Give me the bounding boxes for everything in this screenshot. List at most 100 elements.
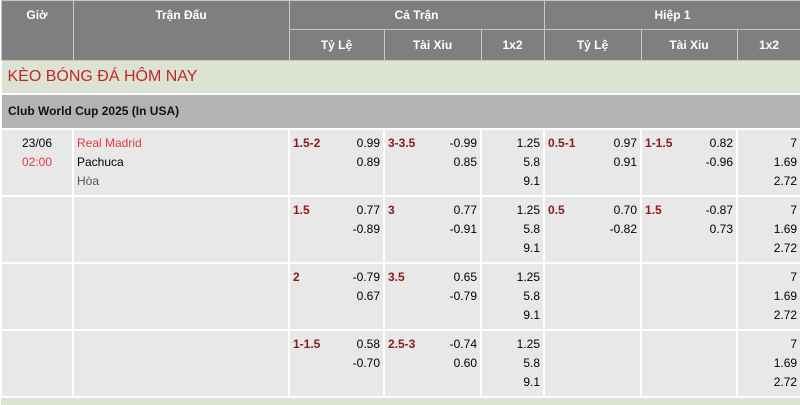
odds-1x2[interactable]: 7 <box>790 135 798 150</box>
h1-over-under-cell: 1-1.5 0.82 -0.96 <box>640 127 739 197</box>
handicap-line: 3-3.5 <box>388 135 416 150</box>
odds-1x2[interactable]: 5.8 <box>523 221 541 236</box>
odds-value[interactable]: 0.89 <box>356 154 380 169</box>
odds-value[interactable]: -0.70 <box>352 355 380 370</box>
h1-1x2-cell: 7 1.69 2.72 <box>736 328 800 398</box>
header-h1-over-under: Tài Xiu <box>640 29 738 61</box>
h1-handicap-cell <box>543 261 643 331</box>
odds-value[interactable]: 0.70 <box>613 202 638 217</box>
odds-1x2[interactable]: 1.69 <box>773 288 798 303</box>
ft-1x2-cell: 1.25 5.8 9.1 <box>479 328 546 398</box>
handicap-line: 1-1.5 <box>293 336 321 351</box>
header-ft-over-under: Tài Xiu <box>383 29 482 61</box>
odds-1x2[interactable]: 1.69 <box>773 154 798 169</box>
handicap-line: 2.5-3 <box>388 336 416 351</box>
odds-value[interactable]: -0.99 <box>449 135 477 150</box>
odds-value[interactable]: -0.79 <box>449 288 477 303</box>
ft-1x2-cell: 1.25 5.8 9.1 <box>479 194 546 264</box>
odds-row: 2 -0.79 0.67 3.5 0.65 -0.79 1.25 5.8 9.1 7 1.69… <box>0 261 800 331</box>
odds-value[interactable]: 0.77 <box>453 202 477 217</box>
odds-value[interactable]: 0.73 <box>709 221 734 236</box>
section-title: KÈO BÓNG ĐÁ HÔM NAY <box>0 60 800 94</box>
odds-1x2[interactable]: 9.1 <box>523 173 541 188</box>
odds-value[interactable]: 0.58 <box>356 336 380 351</box>
odds-1x2[interactable]: 5.8 <box>523 154 541 169</box>
header-ft-1x2: 1x2 <box>480 29 545 61</box>
odds-value[interactable]: 0.91 <box>613 154 638 169</box>
odds-1x2[interactable]: 2.72 <box>773 173 798 188</box>
match-time: 02:00 <box>21 154 53 169</box>
ft-1x2-cell: 1.25 5.8 9.1 <box>479 127 546 197</box>
ft-handicap-cell: 2 -0.79 0.67 <box>288 261 385 331</box>
home-team[interactable]: Real Madrid <box>77 135 142 150</box>
time-cell <box>0 194 74 264</box>
odds-value[interactable]: 0.60 <box>453 355 477 370</box>
odds-1x2[interactable]: 1.25 <box>516 135 541 150</box>
handicap-line: 3.5 <box>388 269 405 284</box>
odds-1x2[interactable]: 2.72 <box>773 307 798 322</box>
handicap-line: 1-1.5 <box>645 135 673 150</box>
match-cell: Real Madrid Pachuca Hòa <box>72 127 290 197</box>
odds-1x2[interactable]: 2.72 <box>773 240 798 255</box>
league-name[interactable]: Club World Cup 2025 (In USA) <box>0 92 800 130</box>
header-h1-handicap: Tỷ Lệ <box>543 29 642 61</box>
header-full-match: Cả Trận <box>288 0 545 30</box>
odds-value[interactable]: 0.77 <box>356 202 380 217</box>
ft-over-under-cell: 3 0.77 -0.91 <box>383 194 482 264</box>
odds-1x2[interactable]: 1.25 <box>516 202 541 217</box>
odds-1x2[interactable]: 1.69 <box>773 355 798 370</box>
odds-value[interactable]: 0.97 <box>613 135 638 150</box>
ft-over-under-cell: 3-3.5 -0.99 0.85 <box>383 127 482 197</box>
h1-1x2-cell: 7 1.69 2.72 <box>736 127 800 197</box>
odds-1x2[interactable]: 7 <box>790 202 798 217</box>
handicap-line: 3 <box>388 202 395 217</box>
odds-1x2[interactable]: 9.1 <box>523 374 541 389</box>
odds-value[interactable]: -0.87 <box>705 202 734 217</box>
time-cell <box>0 328 74 398</box>
handicap-line: 1.5-2 <box>293 135 321 150</box>
odds-value[interactable]: -0.79 <box>352 269 380 284</box>
header-match: Trận Đấu <box>72 0 290 61</box>
odds-1x2[interactable]: 5.8 <box>523 288 541 303</box>
odds-1x2[interactable]: 1.25 <box>516 336 541 351</box>
odds-value[interactable]: -0.82 <box>609 221 638 236</box>
match-cell <box>72 194 290 264</box>
odds-1x2[interactable]: 7 <box>790 336 798 351</box>
odds-value[interactable]: 0.67 <box>356 288 380 303</box>
h1-1x2-cell: 7 1.69 2.72 <box>736 261 800 331</box>
odds-value[interactable]: -0.74 <box>449 336 477 351</box>
odds-1x2[interactable]: 5.8 <box>523 355 541 370</box>
odds-1x2[interactable]: 1.25 <box>516 269 541 284</box>
odds-1x2[interactable]: 7 <box>790 269 798 284</box>
odds-1x2[interactable]: 9.1 <box>523 307 541 322</box>
h1-handicap-cell <box>543 328 643 398</box>
odds-value[interactable]: -0.96 <box>705 154 734 169</box>
odds-1x2[interactable]: 2.72 <box>773 374 798 389</box>
header-time: Giờ <box>0 0 74 61</box>
ft-handicap-cell: 1.5-2 0.99 0.89 <box>288 127 385 197</box>
odds-1x2[interactable]: 1.69 <box>773 221 798 236</box>
odds-value[interactable]: 0.65 <box>453 269 477 284</box>
match-cell <box>72 328 290 398</box>
away-team[interactable]: Pachuca <box>77 154 124 169</box>
header-first-half: Hiệp 1 <box>543 0 800 30</box>
h1-over-under-cell: 1.5 -0.87 0.73 <box>640 194 739 264</box>
ft-1x2-cell: 1.25 5.8 9.1 <box>479 261 546 331</box>
odds-value[interactable]: 0.82 <box>709 135 734 150</box>
odds-row: 23/06 02:00 Real Madrid Pachuca Hòa 1.5-2 0.… <box>0 127 800 197</box>
match-cell <box>72 261 290 331</box>
handicap-line: 2 <box>293 269 300 284</box>
odds-row: 1-1.5 0.58 -0.70 2.5-3 -0.74 0.60 1.25 5.8 9.1… <box>0 328 800 398</box>
odds-value[interactable]: -0.89 <box>352 221 380 236</box>
odds-value[interactable]: 0.99 <box>356 135 380 150</box>
odds-value[interactable]: -0.91 <box>449 221 477 236</box>
handicap-line: 1.5 <box>293 202 310 217</box>
h1-over-under-cell <box>640 328 739 398</box>
odds-value[interactable]: 0.85 <box>453 154 477 169</box>
handicap-line: 0.5 <box>548 202 565 217</box>
ft-over-under-cell: 2.5-3 -0.74 0.60 <box>383 328 482 398</box>
match-date: 23/06 <box>21 135 53 150</box>
odds-1x2[interactable]: 9.1 <box>523 240 541 255</box>
ft-over-under-cell: 3.5 0.65 -0.79 <box>383 261 482 331</box>
